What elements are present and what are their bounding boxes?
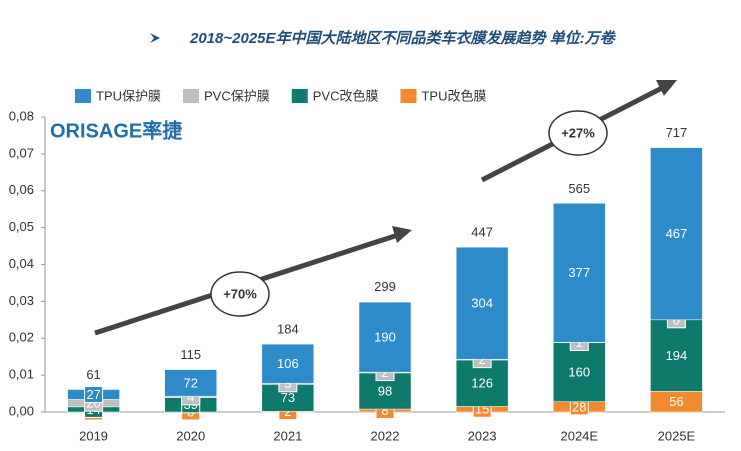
- total-label: 299: [374, 279, 396, 294]
- legend-swatch: [183, 89, 200, 103]
- total-label: 717: [666, 125, 688, 140]
- legend-label: TPU保护膜: [96, 88, 161, 103]
- legend-label: TPU改色膜: [421, 88, 486, 103]
- data-label: 73: [281, 390, 295, 405]
- annotation: +70%: [223, 286, 257, 301]
- trend-arrows: [94, 80, 677, 336]
- bar-segment: [358, 301, 412, 373]
- x-tick-label: 2019: [79, 428, 108, 443]
- y-tick-label: 0,02: [9, 330, 34, 345]
- legend-swatch: [291, 89, 308, 103]
- bar-segment: [553, 203, 606, 343]
- data-label: 4: [187, 389, 194, 404]
- data-label: 3: [284, 376, 291, 391]
- bar-segment: [261, 343, 315, 384]
- bar-segment: [455, 246, 509, 360]
- legend-swatch: [400, 89, 417, 103]
- data-label: 106: [277, 356, 299, 371]
- y-tick-label: 0,05: [9, 219, 34, 234]
- data-label: 28: [572, 399, 586, 414]
- data-label: 8: [381, 403, 388, 418]
- data-label: 2: [381, 365, 388, 380]
- total-label: 565: [568, 181, 590, 196]
- data-label: 194: [666, 348, 688, 363]
- y-tick-label: 0,03: [9, 293, 34, 308]
- data-label: 72: [183, 375, 197, 390]
- total-label: 61: [86, 367, 100, 382]
- data-label: 467: [666, 226, 688, 241]
- data-label: 126: [471, 376, 493, 391]
- x-tick-label: 2020: [176, 428, 205, 443]
- bar-segment: [650, 147, 703, 321]
- y-tick-label: 0,04: [9, 256, 34, 271]
- legend-label: PVC改色膜: [313, 88, 379, 103]
- x-tick-label: 2022: [371, 428, 400, 443]
- data-label: 190: [374, 330, 396, 345]
- data-label: 377: [568, 265, 590, 280]
- data-label: 27: [86, 387, 100, 402]
- logo: ORISAGE率捷: [50, 118, 183, 142]
- data-label: 2: [284, 404, 291, 419]
- bar-segment: [650, 319, 703, 392]
- bar-segment: [553, 342, 606, 402]
- x-tick-label: 2024E: [560, 428, 598, 443]
- y-tick-label: 0,06: [9, 182, 34, 197]
- data-label: 56: [669, 394, 683, 409]
- data-label: 98: [378, 383, 392, 398]
- annotation-bubble: [210, 271, 270, 317]
- label-box: [84, 385, 104, 403]
- x-tick-label: 2025E: [658, 428, 696, 443]
- total-label: 447: [471, 225, 493, 240]
- y-tick-label: 0,07: [9, 145, 34, 160]
- total-label: 115: [180, 347, 201, 362]
- y-tick-label: 0,08: [9, 108, 34, 123]
- y-tick-label: 0,00: [9, 403, 34, 418]
- x-tick-label: 2023: [468, 428, 497, 443]
- chart-title: 2018~2025E年中国大陆地区不同品类车衣膜发展趋势 单位:万卷: [189, 29, 617, 47]
- annotation: +27%: [561, 125, 595, 140]
- x-tick-label: 2021: [273, 428, 302, 443]
- y-tick-label: 0,01: [9, 367, 34, 382]
- data-label: 160: [568, 365, 590, 380]
- title-marker: [150, 33, 160, 43]
- data-label: 2: [479, 352, 486, 367]
- legend-label: PVC保护膜: [204, 88, 270, 103]
- annotation-bubble: [548, 110, 608, 156]
- arrow-head-2: [656, 80, 677, 96]
- data-label: 304: [471, 296, 493, 311]
- legend-swatch: [75, 89, 91, 103]
- total-label: 184: [277, 322, 299, 337]
- bar-segment: [164, 369, 217, 397]
- arrow-head-1: [392, 226, 412, 243]
